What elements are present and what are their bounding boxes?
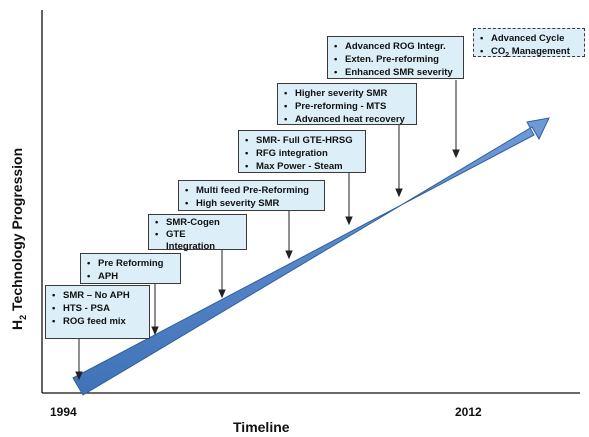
milestone-item: • SMR-Cogen — [155, 217, 220, 228]
milestone-box-3: • SMR-Cogen • GTE Integration — [148, 214, 247, 253]
milestone-item: • SMR – No APH — [52, 290, 130, 301]
milestone-item: • Enhanced SMR severity — [334, 67, 453, 78]
milestone-box-5-list: • SMR- Full GTE-HRSG • RFG integration • Ma… — [245, 134, 359, 173]
milestone-item: • ROG feed mix — [52, 316, 126, 327]
connector-arrow-7 — [452, 80, 460, 159]
milestone-item: • Multi feed Pre-Reforming — [185, 185, 309, 196]
milestone-box-2: • Pre Reforming • APH — [80, 253, 181, 284]
milestone-box-1-list: • SMR – No APH • HTS - PSA • ROG feed mix — [52, 289, 143, 328]
progression-arrow — [72, 117, 550, 396]
y-axis-title-rest: Technology Progression — [9, 148, 25, 315]
milestone-box-4: • Multi feed Pre-Reforming • High severity… — [178, 180, 325, 211]
milestone-item: • RFG integration — [245, 148, 328, 159]
milestone-box-7: • Advanced ROG Integr. • Exten. Pre-reform… — [327, 36, 464, 79]
milestone-item: • Exten. Pre-reforming — [334, 54, 439, 65]
connector-arrow-5 — [345, 172, 353, 226]
milestone-item: • HTS - PSA — [52, 303, 110, 314]
y-axis-title-main: H — [9, 320, 25, 330]
milestone-item: • APH — [87, 271, 119, 282]
connector-arrow-2 — [151, 282, 159, 336]
milestone-box-6-list: • Higher severity SMR • Pre-reforming - MT… — [284, 87, 410, 126]
milestone-item: • Higher severity SMR — [284, 88, 388, 99]
x-label-start-year: 1994 — [50, 405, 77, 419]
connector-arrow-1 — [75, 339, 83, 381]
milestone-box-5: • SMR- Full GTE-HRSG • RFG integration • Ma… — [238, 130, 366, 173]
milestone-box-8: • Advanced Cycle • CO2 Management — [473, 28, 585, 59]
connector-arrows — [75, 80, 460, 381]
milestone-item: Integration — [166, 241, 216, 252]
x-label-end-year: 2012 — [455, 405, 482, 419]
connector-arrow-3 — [218, 249, 226, 299]
milestone-item: • Advanced ROG Integr. — [334, 41, 446, 52]
connector-arrow-4 — [285, 211, 293, 260]
milestone-item: • SMR- Full GTE-HRSG — [245, 135, 353, 146]
y-axis-title-sub: 2 — [18, 315, 28, 320]
milestone-item: • High severity SMR — [185, 198, 280, 209]
x-axis-title: Timeline — [233, 419, 290, 435]
milestone-item: • CO2 Management — [480, 46, 570, 59]
milestone-box-4-list: • Multi feed Pre-Reforming • High severity… — [185, 184, 318, 210]
milestone-item: • Advanced heat recovery — [284, 114, 405, 125]
co2-label: CO2 Management — [491, 46, 570, 59]
milestone-box-7-list: • Advanced ROG Integr. • Exten. Pre-reform… — [334, 40, 457, 79]
milestone-box-2-list: • Pre Reforming • APH — [87, 257, 174, 283]
milestone-item: • Advanced Cycle — [480, 33, 565, 44]
connector-arrow-6 — [395, 124, 403, 198]
milestone-item: • GTE — [155, 229, 186, 240]
y-axis-title: H2 Technology Progression — [9, 148, 28, 330]
milestone-item: • Max Power - Steam — [245, 161, 343, 172]
milestone-box-6: • Higher severity SMR • Pre-reforming - MT… — [277, 83, 417, 125]
milestone-box-1: • SMR – No APH • HTS - PSA • ROG feed mix — [45, 285, 150, 339]
milestone-box-8-list: • Advanced Cycle • CO2 Management — [480, 32, 578, 62]
milestone-item: • Pre-reforming - MTS — [284, 101, 387, 112]
milestone-item: • Pre Reforming — [87, 258, 164, 269]
milestone-box-3-list: • SMR-Cogen • GTE Integration — [155, 217, 240, 253]
